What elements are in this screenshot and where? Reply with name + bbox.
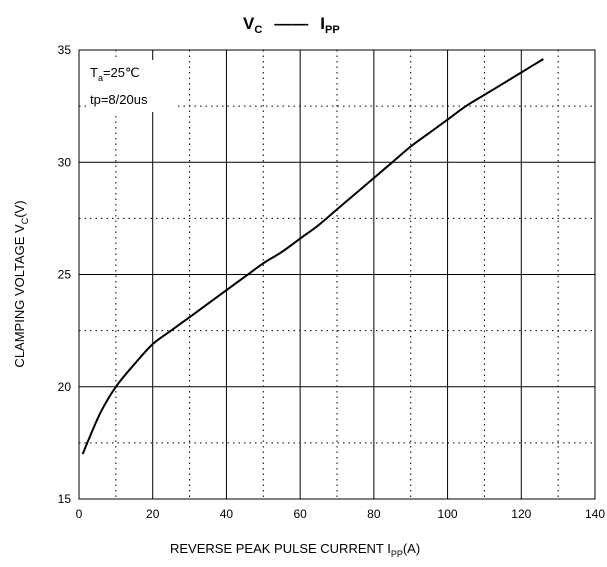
title-lhs-sub: C — [254, 24, 262, 36]
grid — [79, 50, 595, 499]
y-axis-label-sub: C — [20, 217, 30, 224]
x-axis-label-text: REVERSE PEAK PULSE CURRENT I — [170, 541, 391, 556]
y-axis-label-text: CLAMPING VOLTAGE V — [12, 224, 27, 368]
x-tick-label: 100 — [438, 507, 458, 521]
y-axis-label-suffix: (V) — [12, 200, 27, 217]
x-tick-label: 40 — [220, 507, 234, 521]
x-axis-label-sub: PP — [391, 549, 403, 559]
title-dash: —— — [274, 14, 308, 33]
tick-labels: 0 20 40 60 80 100 120 140 15 20 25 30 35 — [58, 43, 606, 521]
annotation-temp-suffix: =25℃ — [103, 65, 140, 80]
plot-frame — [78, 49, 596, 500]
annotation-backdrop — [86, 60, 178, 112]
series-line — [81, 58, 544, 455]
x-axis-label-suffix: (A) — [403, 541, 420, 556]
title-rhs: I — [320, 14, 325, 33]
x-tick-label: 0 — [76, 507, 83, 521]
annotation-pulse: tp=8/20us — [90, 92, 148, 107]
y-tick-label: 35 — [58, 43, 72, 57]
x-tick-label: 20 — [146, 507, 160, 521]
y-tick-label: 15 — [58, 492, 72, 506]
annotation-temp-prefix: T — [90, 65, 98, 80]
y-tick-label: 30 — [58, 155, 72, 169]
x-tick-label: 80 — [367, 507, 381, 521]
y-axis-label: CLAMPING VOLTAGE VC(V) — [12, 200, 30, 367]
y-tick-label: 25 — [58, 268, 72, 282]
annotation-temp-sub: a — [98, 73, 103, 83]
y-tick-label: 20 — [58, 380, 72, 394]
x-axis-label: REVERSE PEAK PULSE CURRENT IPP(A) — [170, 541, 420, 559]
x-tick-label: 120 — [511, 507, 531, 521]
x-tick-label: 60 — [293, 507, 307, 521]
title-rhs-sub: PP — [325, 24, 340, 36]
x-tick-label: 140 — [585, 507, 605, 521]
annotation-temperature: Ta=25℃ — [90, 65, 140, 83]
title-lhs: V — [243, 14, 255, 33]
chart-title: VC —— IPP — [243, 14, 340, 36]
